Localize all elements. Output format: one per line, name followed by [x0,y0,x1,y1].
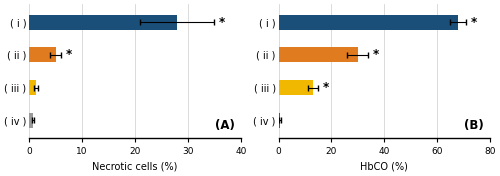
Bar [30,48,56,62]
Bar [30,113,33,128]
Bar [278,48,358,62]
Bar [30,15,178,30]
Text: *: * [471,16,477,29]
Text: *: * [219,16,226,29]
X-axis label: Necrotic cells (%): Necrotic cells (%) [92,162,178,172]
Bar [30,80,36,95]
Text: *: * [322,81,328,94]
Text: (A): (A) [214,119,234,131]
Bar [278,80,313,95]
Bar [278,113,280,128]
Bar [278,15,458,30]
Text: *: * [66,48,72,61]
Text: (B): (B) [464,119,483,131]
Text: *: * [373,48,380,61]
X-axis label: HbCO (%): HbCO (%) [360,162,408,172]
